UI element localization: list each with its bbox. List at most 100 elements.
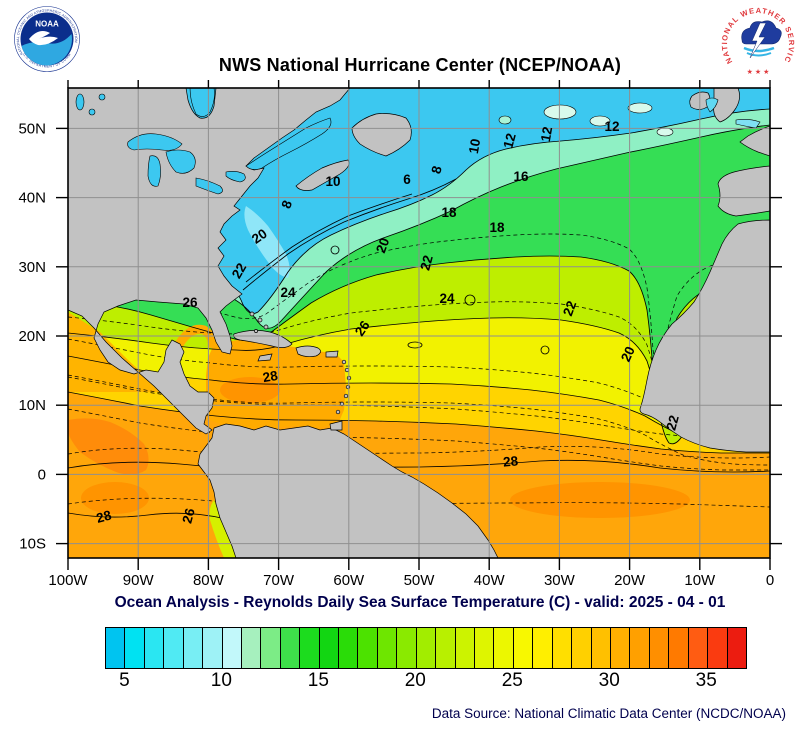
lon-label: 60W [333, 572, 365, 589]
nws-lightning-icon [749, 22, 767, 59]
noaa-logo: NATIONAL OCEANIC AND ATMOSPHERIC ADMINIS… [14, 6, 80, 72]
lakes [75, 88, 761, 195]
equatorial-hot-patch [510, 482, 690, 518]
land-south-america [197, 423, 499, 558]
contour-ring [330, 245, 340, 255]
colorbar-cell [669, 628, 689, 668]
island [263, 324, 269, 330]
nws-stars: ★ ★ ★ [747, 68, 770, 76]
colorbar-cell [649, 628, 670, 668]
lat-label: 20N [18, 328, 46, 345]
lake-ontario [225, 171, 246, 183]
island-cuba [233, 330, 293, 348]
contour-label: 26 [182, 295, 198, 310]
colorbar-cell [397, 628, 417, 668]
colorbar [105, 627, 747, 669]
colorbar-cell [222, 628, 242, 668]
cold-eddy [543, 104, 577, 120]
noaa-gull-icon [29, 31, 58, 46]
island-hispaniola [295, 345, 321, 358]
data-source: Data Source: National Climatic Data Cent… [431, 706, 786, 721]
cold-eddy [498, 115, 512, 125]
lon-label: 20W [614, 572, 646, 589]
contour-label: 12 [604, 119, 619, 134]
contour-dashed [68, 408, 770, 471]
contour-label: 8 [428, 164, 445, 176]
colorbar-cell [319, 628, 340, 668]
colorbar-tick-label: 10 [210, 670, 232, 691]
colorbar-cell [436, 628, 456, 668]
caribbean-hot-patch [220, 377, 280, 403]
contour-ring [540, 345, 550, 355]
lon-label: 100W [48, 572, 88, 589]
contour-label: 22 [560, 299, 579, 318]
lon-label: 0 [766, 572, 774, 589]
colorbar-cell [339, 628, 359, 668]
contour-label: 20 [373, 236, 392, 255]
colorbar-cell [280, 628, 301, 668]
pacific-hot-patch [68, 418, 149, 475]
colorbar-tick-label: 25 [501, 670, 523, 691]
nws-wave-icon [746, 52, 772, 57]
pacific-hot-patch [81, 482, 149, 514]
contour-label: 22 [229, 260, 250, 281]
lon-label: 10W [684, 572, 716, 589]
contour-ring [464, 294, 476, 306]
island [341, 359, 347, 365]
island [344, 367, 350, 373]
lon-label: 40W [474, 572, 506, 589]
lake [75, 93, 85, 111]
lake-superior [127, 133, 183, 151]
contour-28 [68, 459, 770, 473]
contour-label: 6 [403, 172, 411, 187]
island [249, 311, 255, 317]
contour-label: 28 [95, 507, 114, 526]
contour-label: 10 [466, 138, 483, 155]
colorbar-tick-label: 35 [695, 670, 717, 691]
page-title: NWS National Hurricane Center (NCEP/NOAA… [218, 55, 622, 75]
colorbar-cell [125, 628, 145, 668]
colorbar-cell [552, 628, 573, 668]
colorbar-cell [494, 628, 514, 668]
colorbar-cell [455, 628, 476, 668]
lat-label: 40N [18, 190, 46, 207]
island [257, 317, 263, 323]
sst-contours-extra [68, 178, 770, 520]
cold-eddy [656, 127, 674, 137]
island-puerto-rico [325, 350, 339, 358]
contour-label: 12 [538, 126, 555, 143]
lon-label: 80W [193, 572, 225, 589]
colorbar-cell [261, 628, 281, 668]
colorbar-cell [533, 628, 553, 668]
lake-huron [165, 149, 196, 174]
colorbar-cell [144, 628, 165, 668]
nws-wave-icon [743, 46, 775, 53]
colorbar-tick-label: 20 [404, 670, 426, 691]
colorbar-cell [300, 628, 320, 668]
contour-label: 28 [262, 368, 280, 385]
gulf-stream-front [242, 178, 457, 291]
colorbar-cell [164, 628, 184, 668]
contour-label: 10 [325, 174, 340, 189]
contour-label: 24 [280, 285, 296, 300]
lat-label: 10N [18, 397, 46, 414]
lat-label: 0 [38, 466, 46, 483]
contour-label: 20 [618, 344, 638, 364]
lon-label: 30W [544, 572, 576, 589]
land-iberia [717, 165, 770, 217]
axis-ticks [56, 80, 782, 570]
colorbar-labels: 5 10 15 20 25 30 35 [105, 670, 745, 696]
lon-label: 90W [123, 572, 155, 589]
colorbar-tick-label: 30 [598, 670, 620, 691]
contour-label: 24 [439, 291, 455, 306]
cold-eddy [627, 102, 653, 114]
contour-label: 20 [249, 226, 270, 247]
map-caption: Ocean Analysis - Reynolds Daily Sea Surf… [114, 594, 726, 611]
lat-label: 30N [18, 259, 46, 276]
axis-labels: 100W 90W 80W 70W 60W 50W 40W 30W 20W 10W 0 50N 40N 30… [18, 120, 774, 589]
noaa-acronym: NOAA [35, 20, 59, 29]
contour-dashed [68, 376, 770, 439]
nws-logo: NATIONAL WEATHER SERVICE ★ ★ ★ [720, 4, 795, 76]
lake-michigan [147, 155, 161, 187]
